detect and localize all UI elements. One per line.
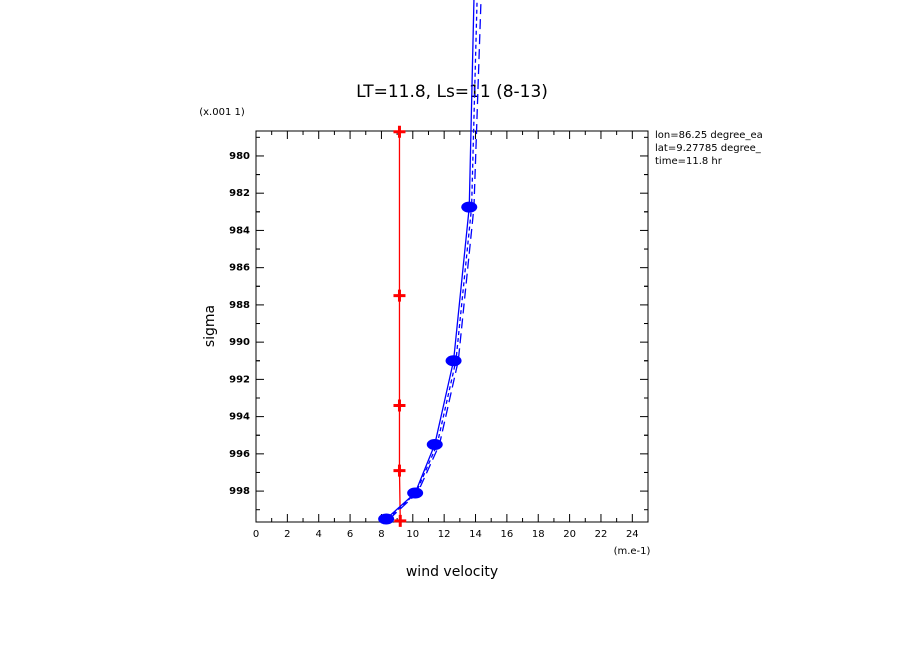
y-tick-label: 988 [229, 300, 250, 311]
x-axis-label: wind velocity [406, 564, 498, 580]
y-tick-label: 980 [229, 151, 250, 162]
x-tick-label: 8 [378, 529, 384, 540]
x-tick-label: 14 [469, 529, 482, 540]
x-tick-label: 24 [626, 529, 639, 540]
chart-title: LT=11.8, Ls=11 (8-13) [356, 82, 548, 102]
series-line [388, 0, 482, 520]
x-tick-label: 20 [563, 529, 576, 540]
y-tick-label: 984 [229, 225, 250, 236]
y-tick-label: 986 [229, 263, 250, 274]
annotation: lat=9.27785 degree_ [655, 143, 762, 154]
point-marker [393, 464, 406, 477]
series-line [387, 0, 478, 520]
x-tick-label: 4 [316, 529, 322, 540]
point-marker [378, 513, 395, 525]
plot-frame [255, 130, 649, 523]
y-tick-label: 998 [229, 486, 250, 497]
x-tick-label: 2 [284, 529, 290, 540]
y-tick-label: 990 [229, 337, 250, 348]
y-tick-label: 996 [229, 449, 250, 460]
annotation: lon=86.25 degree_ea [655, 130, 763, 141]
point-marker [393, 399, 406, 412]
y-multiplier: (x.001 1) [199, 107, 245, 118]
point-marker [394, 514, 407, 527]
x-tick-label: 6 [347, 529, 353, 540]
point-marker [393, 289, 406, 302]
point-marker [426, 439, 443, 451]
point-marker [393, 125, 406, 138]
x-tick-label: 22 [595, 529, 608, 540]
x-tick-label: 18 [532, 529, 545, 540]
y-tick-label: 982 [229, 188, 250, 199]
y-axis-label: sigma [202, 305, 218, 347]
y-tick-label: 992 [229, 374, 250, 385]
annotation: time=11.8 hr [655, 156, 723, 167]
point-marker [461, 201, 478, 213]
x-tick-label: 12 [438, 529, 451, 540]
x-tick-label: 16 [501, 529, 514, 540]
series-line [398, 131, 401, 521]
x-tick-label: 0 [253, 529, 259, 540]
x-units: (m.e-1) [614, 546, 651, 557]
y-tick-label: 994 [229, 412, 250, 423]
x-tick-label: 10 [406, 529, 419, 540]
